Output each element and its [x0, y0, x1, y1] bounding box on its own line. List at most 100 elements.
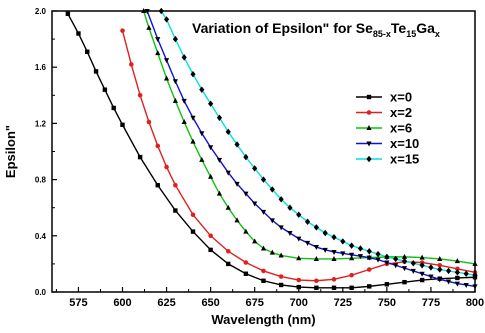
data-point [454, 258, 460, 264]
data-point [304, 240, 311, 246]
x-tick-label: 675 [246, 297, 264, 309]
data-point [216, 190, 223, 196]
series-x=6 [141, 8, 478, 266]
legend-swatch-marker [366, 110, 372, 115]
data-point [331, 249, 337, 255]
data-point [208, 145, 214, 151]
data-point [155, 183, 160, 188]
data-point [173, 208, 178, 213]
data-point [278, 282, 284, 288]
data-point [243, 271, 249, 276]
data-point [340, 238, 346, 245]
data-point [243, 228, 249, 234]
legend-entry: x=6 [356, 121, 412, 136]
data-point [296, 277, 302, 283]
legend-label: x=6 [390, 121, 412, 136]
data-point [163, 58, 170, 64]
data-point [384, 282, 390, 287]
series-x=15 [158, 7, 478, 279]
x-tick-label: 775 [422, 297, 440, 309]
data-point [445, 279, 452, 285]
data-point [234, 217, 240, 223]
series-line [121, 30, 476, 282]
x-tick-label: 625 [157, 297, 175, 309]
data-point [340, 251, 346, 257]
data-point [322, 229, 328, 237]
data-point [208, 173, 214, 179]
data-point [146, 119, 152, 125]
data-point [287, 204, 293, 211]
data-point [296, 211, 302, 218]
data-point [402, 279, 407, 285]
data-point [234, 141, 240, 148]
data-point [190, 229, 196, 234]
legend-swatch-marker [366, 125, 372, 130]
data-point [120, 122, 125, 128]
data-point [181, 98, 187, 104]
chart-title-subscript: x [435, 29, 440, 39]
data-point [269, 249, 275, 255]
data-point [349, 272, 354, 278]
data-point [331, 255, 337, 261]
y-tick-label: 0.4 [35, 232, 47, 241]
chart-title-text: Variation of Epsilon" for Se [192, 20, 373, 36]
data-point [260, 209, 267, 215]
data-point [304, 218, 311, 225]
data-point [313, 245, 319, 251]
data-point [454, 281, 460, 287]
data-point [393, 255, 399, 263]
data-point [137, 154, 143, 160]
y-tick-label: 0.8 [35, 176, 47, 185]
data-point [437, 266, 443, 273]
legend-label: x=0 [390, 90, 412, 105]
chart-title: Variation of Epsilon" for Se85-xTe15Gax [192, 20, 440, 39]
data-point [225, 170, 231, 176]
data-point [278, 225, 284, 231]
data-point [208, 100, 214, 107]
data-point [296, 255, 302, 261]
data-point [172, 97, 178, 103]
data-point [313, 255, 319, 261]
legend-swatch-marker [366, 94, 372, 100]
data-point [208, 233, 213, 239]
data-point [190, 212, 196, 218]
y-tick-label: 2.0 [35, 7, 47, 16]
data-point [155, 37, 161, 43]
data-point [155, 143, 161, 149]
data-point [375, 257, 381, 263]
legend-label: x=2 [390, 105, 412, 120]
x-tick-label: 800 [466, 297, 484, 309]
data-point [314, 278, 319, 284]
data-point [314, 285, 319, 290]
data-point [349, 285, 354, 290]
data-point [384, 253, 390, 261]
data-point [375, 250, 381, 258]
data-point [243, 260, 249, 265]
data-point [278, 252, 284, 258]
data-point [349, 242, 355, 249]
data-point [419, 277, 425, 283]
series-layer [65, 7, 478, 290]
data-point [410, 268, 416, 274]
data-point [367, 284, 372, 289]
y-axis-title: Epsilon" [3, 125, 18, 178]
data-point [278, 274, 284, 279]
x-tick-label: 750 [378, 297, 396, 309]
data-point [252, 238, 258, 244]
data-point [437, 255, 443, 261]
legend-swatch-marker [366, 155, 372, 163]
data-point [120, 28, 125, 33]
data-point [216, 157, 223, 163]
data-point [164, 164, 169, 170]
data-point [357, 254, 364, 260]
data-point [225, 204, 231, 210]
data-point [137, 93, 143, 98]
data-point [384, 260, 390, 266]
data-point [181, 54, 187, 61]
data-point [146, 24, 152, 30]
data-point [163, 16, 170, 23]
data-point [172, 79, 178, 85]
data-point [437, 263, 443, 268]
legend-entry: x=0 [356, 90, 412, 105]
data-point [93, 69, 99, 74]
